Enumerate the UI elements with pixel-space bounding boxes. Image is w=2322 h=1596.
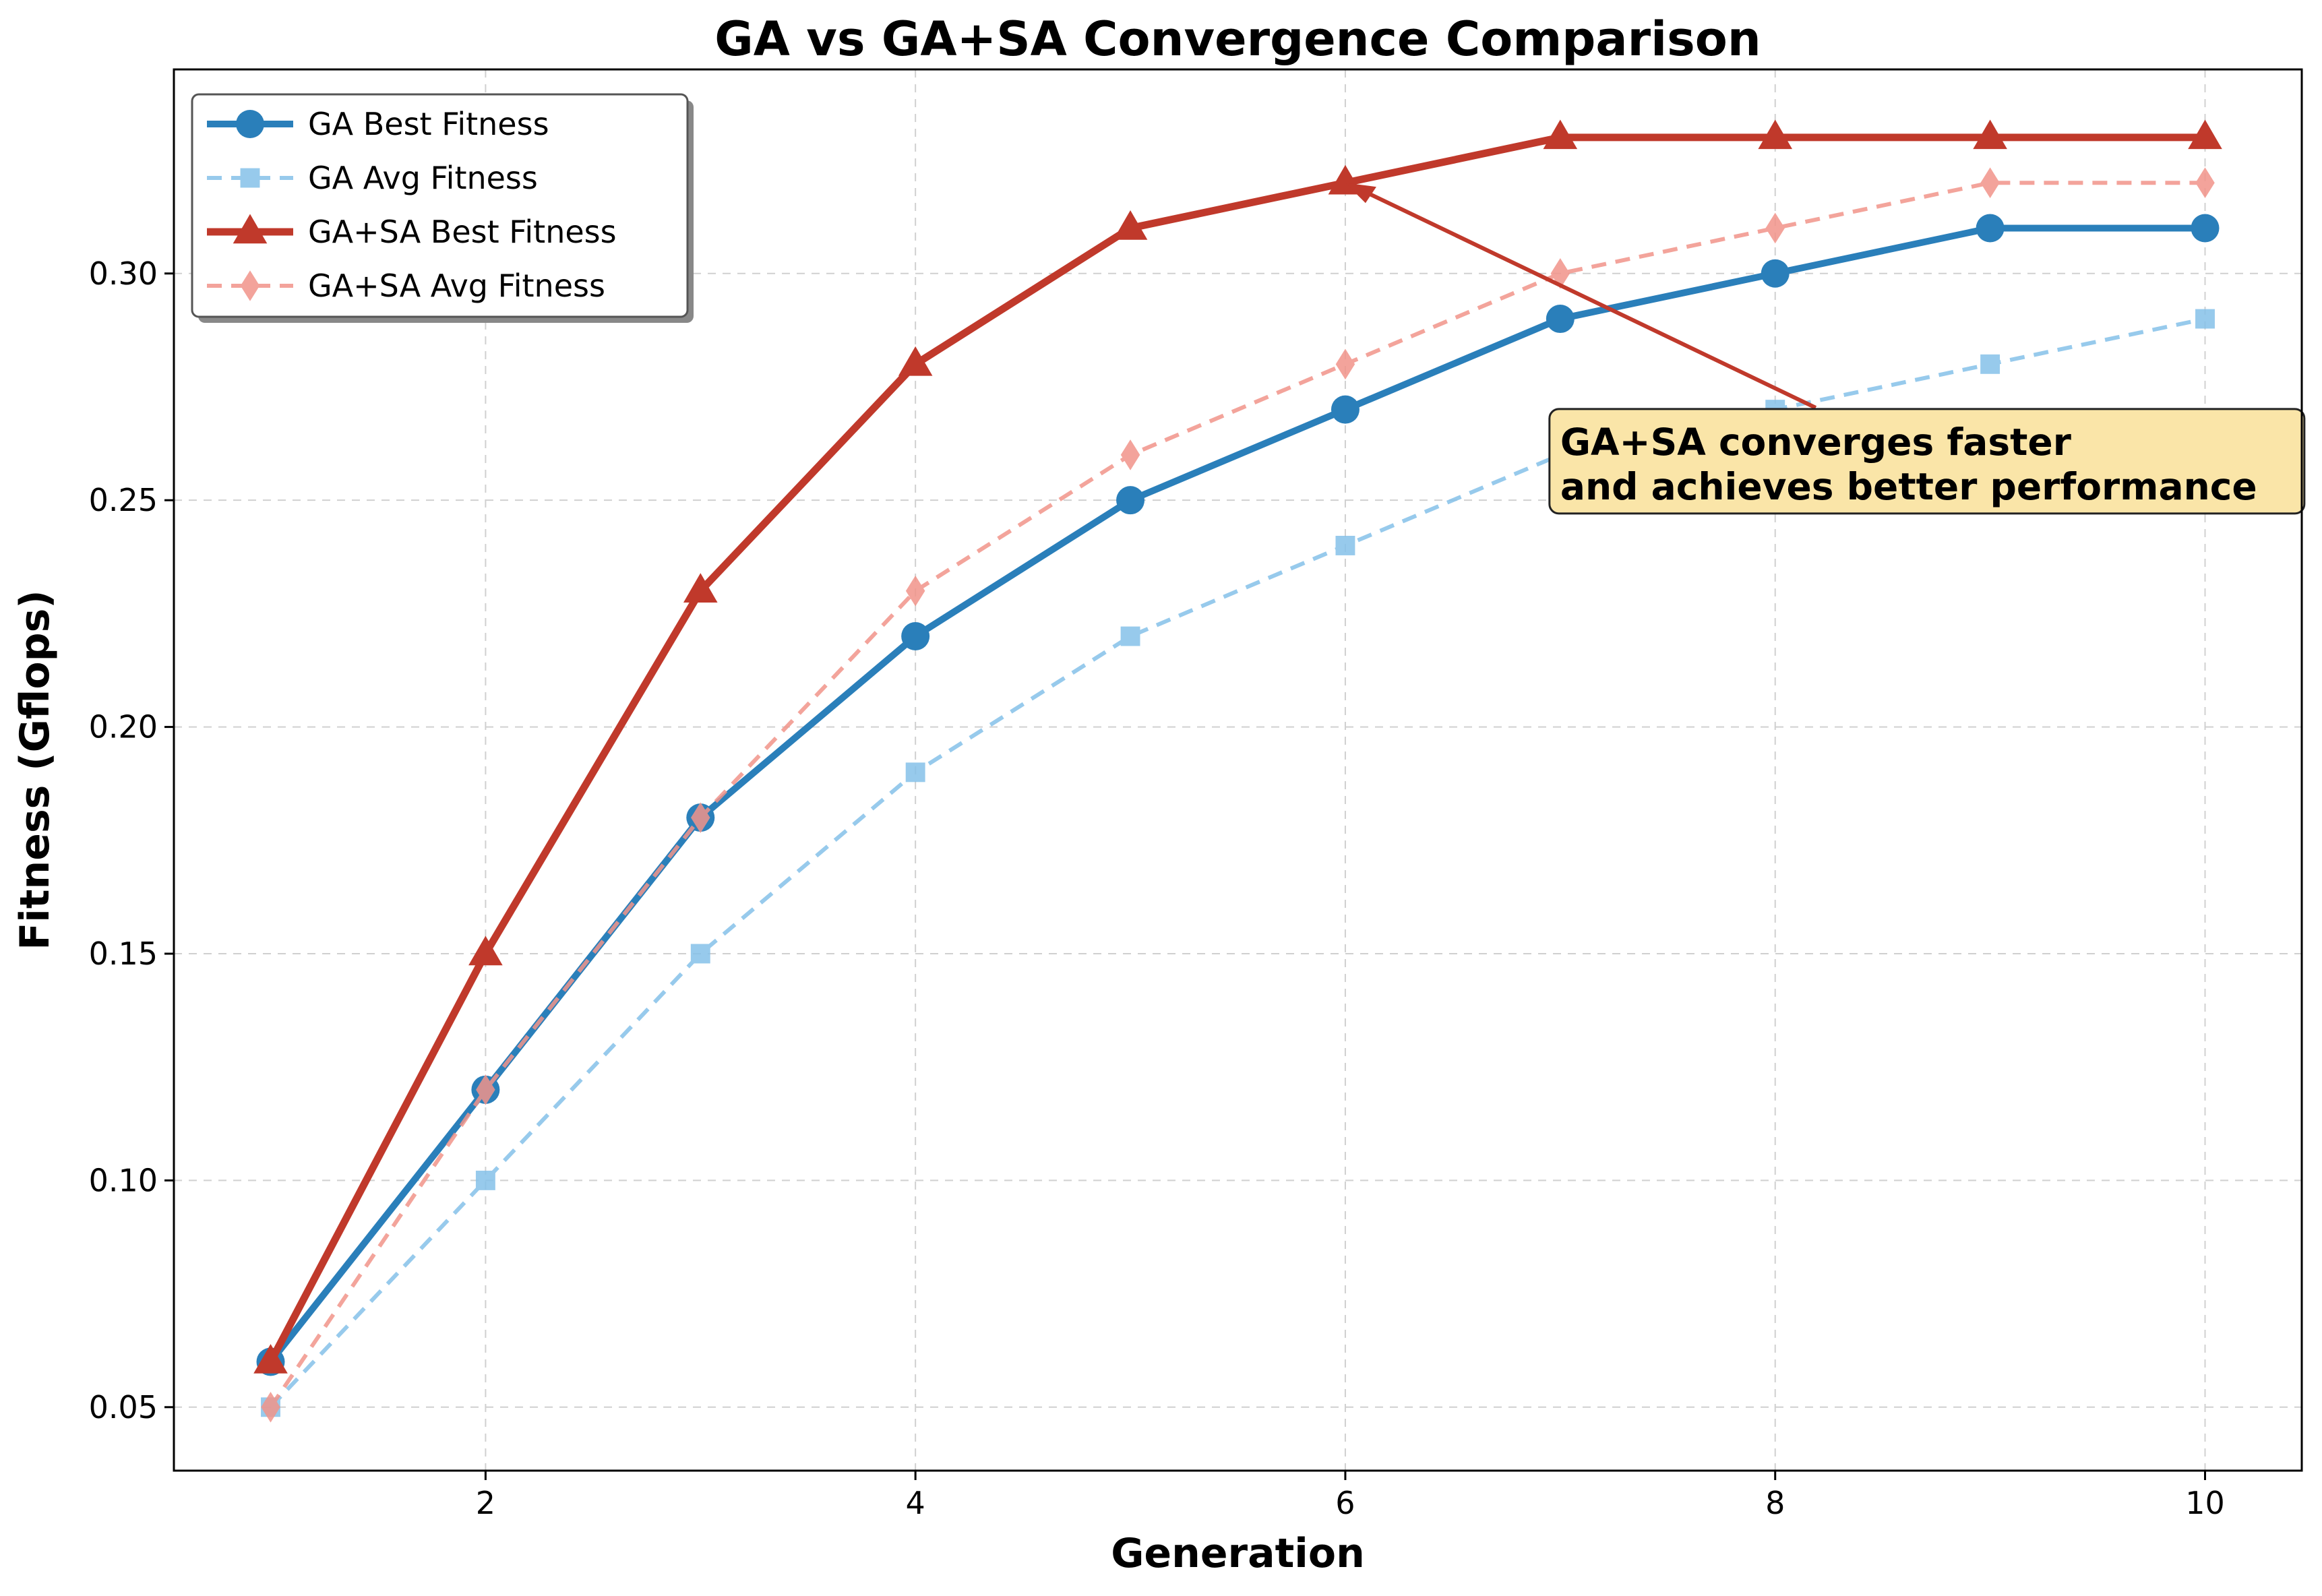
legend-marker-swatch: [233, 214, 268, 244]
data-point: [1765, 212, 1785, 244]
annotation-text-line: and achieves better performance: [1560, 465, 2257, 508]
x-tick-label: 4: [906, 1485, 925, 1521]
y-tick-label: 0.10: [89, 1162, 158, 1198]
chart-title: GA vs GA+SA Convergence Comparison: [714, 11, 1761, 67]
data-point: [1120, 626, 1140, 646]
data-point: [691, 802, 710, 833]
x-tick-label: 10: [2185, 1485, 2225, 1521]
y-tick-label: 0.15: [89, 935, 158, 972]
data-point: [1120, 439, 1140, 470]
data-point: [468, 935, 503, 966]
data-point: [901, 622, 930, 651]
data-point: [905, 762, 925, 782]
x-tick-label: 2: [476, 1485, 495, 1521]
data-point: [898, 346, 933, 376]
annotation-text-line: GA+SA converges faster: [1560, 421, 2071, 464]
data-point: [253, 1344, 288, 1374]
legend-label: GA+SA Avg Fitness: [308, 268, 605, 304]
data-point: [475, 1170, 495, 1190]
data-point: [690, 944, 710, 964]
data-point: [683, 573, 718, 603]
data-point: [1331, 395, 1359, 424]
data-point: [1761, 259, 1790, 288]
data-point: [905, 575, 925, 607]
legend-entry-2: [207, 214, 293, 244]
annotation-arrowhead: [1345, 183, 1376, 204]
data-point: [1116, 486, 1145, 515]
legend-entry-3: [207, 270, 293, 301]
data-point: [2191, 214, 2220, 243]
legend-entry-0: [207, 110, 293, 138]
y-tick-label: 0.30: [89, 255, 158, 292]
y-axis-label: Fitness (Gflops): [11, 590, 59, 950]
series-line: [267, 133, 2205, 1364]
series-3: [261, 167, 2215, 1423]
legend-label: GA+SA Best Fitness: [308, 214, 617, 250]
data-point: [1335, 536, 1355, 555]
data-point: [1980, 167, 2000, 199]
x-tick-label: 8: [1765, 1485, 1785, 1521]
plot-frame: [173, 68, 2303, 1472]
legend-label: GA Avg Fitness: [308, 160, 538, 196]
data-point: [476, 1074, 495, 1105]
data-point: [1113, 210, 1148, 240]
data-point: [2195, 309, 2215, 329]
legend-label: GA Best Fitness: [308, 106, 549, 142]
data-point: [1980, 354, 2000, 374]
series-layer: [253, 119, 2222, 1423]
series-0: [256, 214, 2220, 1376]
data-point: [1335, 348, 1355, 380]
legend-marker-swatch: [236, 110, 264, 138]
data-point: [1976, 214, 2005, 243]
y-tick-label: 0.25: [89, 482, 158, 518]
data-point: [1546, 305, 1575, 334]
legend-entry-1: [207, 168, 293, 188]
data-point: [2195, 167, 2215, 199]
annotation-box: [1548, 408, 2306, 515]
legend-marker-swatch: [240, 168, 260, 188]
series-line: [269, 181, 2205, 1409]
x-axis-label: Generation: [1111, 1530, 1365, 1577]
data-point: [1543, 119, 1578, 150]
legend-marker-swatch: [240, 270, 260, 301]
data-point: [1758, 119, 1793, 150]
annotation-arrow: [1353, 185, 1817, 410]
data-point: [2188, 119, 2222, 150]
legend-box: [191, 93, 689, 318]
y-tick-label: 0.05: [89, 1389, 158, 1425]
data-point: [261, 1392, 280, 1423]
data-point: [1973, 119, 2007, 150]
series-line: [269, 317, 2206, 1409]
legend: GA Best Fitness GA Avg Fitness GA+SA Best …: [191, 93, 694, 323]
ticks: 2 4 6 8 10 0.05 0.10 0.15 0.20 0.25 0.30: [89, 255, 2225, 1521]
y-tick-label: 0.20: [89, 709, 158, 745]
x-tick-label: 6: [1335, 1485, 1355, 1521]
series-line: [268, 224, 2205, 1364]
